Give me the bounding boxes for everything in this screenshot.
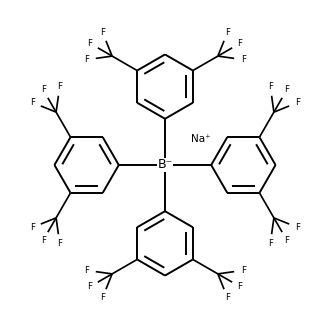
Text: F: F bbox=[225, 28, 230, 37]
Text: F: F bbox=[268, 82, 273, 91]
Text: F: F bbox=[284, 85, 289, 94]
Text: F: F bbox=[284, 236, 289, 245]
Text: F: F bbox=[268, 239, 273, 248]
Text: F: F bbox=[241, 55, 246, 64]
Text: F: F bbox=[84, 55, 89, 64]
Text: F: F bbox=[87, 39, 92, 48]
Text: F: F bbox=[100, 293, 105, 302]
Text: B⁻: B⁻ bbox=[157, 158, 173, 172]
Text: F: F bbox=[30, 98, 35, 107]
Text: F: F bbox=[241, 266, 246, 275]
Text: Na⁺: Na⁺ bbox=[191, 134, 211, 144]
Text: F: F bbox=[225, 293, 230, 302]
Text: F: F bbox=[295, 223, 300, 232]
Text: F: F bbox=[295, 98, 300, 107]
Text: F: F bbox=[238, 39, 243, 48]
Text: F: F bbox=[87, 282, 92, 291]
Text: F: F bbox=[30, 223, 35, 232]
Text: F: F bbox=[57, 82, 62, 91]
Text: F: F bbox=[238, 282, 243, 291]
Text: F: F bbox=[84, 266, 89, 275]
Text: F: F bbox=[41, 85, 46, 94]
Text: F: F bbox=[57, 239, 62, 248]
Text: F: F bbox=[41, 236, 46, 245]
Text: F: F bbox=[100, 28, 105, 37]
